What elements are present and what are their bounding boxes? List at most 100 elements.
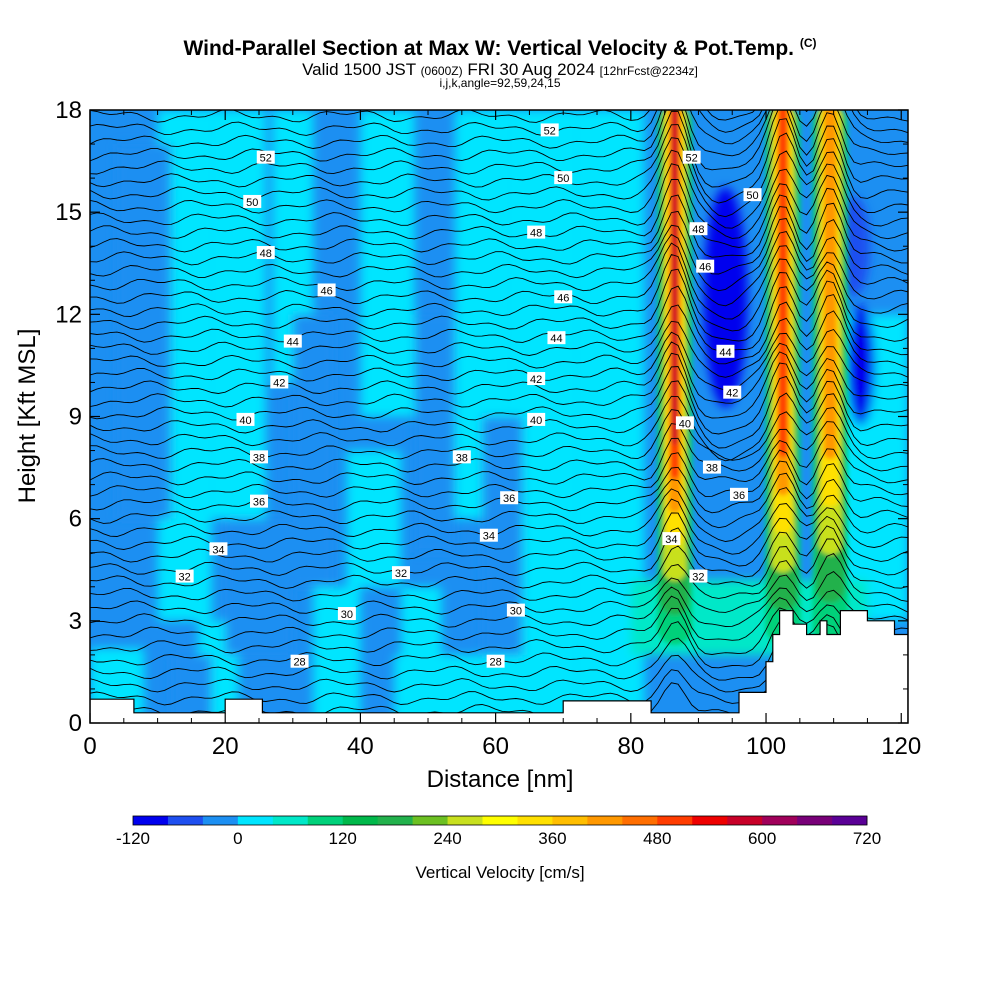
theta-label: 46: [554, 290, 573, 304]
downdraft-region: [225, 518, 293, 655]
theta-label-bg: [527, 225, 546, 239]
downdraft-region: [117, 144, 172, 519]
colorbar-swatch: [517, 816, 553, 825]
theta-label-bg: [209, 542, 228, 556]
theta-contour-line: [90, 310, 908, 378]
theta-label-text: 48: [530, 228, 542, 240]
y-tick-label: 0: [69, 710, 82, 737]
theta-label-bg: [391, 566, 410, 580]
theta-label-bg: [243, 194, 262, 208]
colorbar-swatch: [412, 816, 448, 825]
theta-contour-line: [90, 460, 908, 514]
theta-contour-line: [90, 280, 908, 352]
colorbar-swatch: [447, 816, 483, 825]
theta-label: 30: [337, 607, 356, 621]
colorbar-swatch: [727, 816, 763, 825]
theta-label: 32: [391, 566, 410, 580]
theta-contour-line: [90, 586, 908, 628]
colorbar-swatch: [133, 816, 169, 825]
y-tick-label: 15: [55, 199, 82, 226]
theta-contour-line: [90, 341, 908, 404]
weak-updraft-region: [394, 654, 496, 723]
theta-label-text: 38: [706, 463, 718, 475]
theta-contour-line: [90, 472, 908, 529]
theta-label-bg: [696, 259, 715, 273]
colorbar-swatch: [272, 816, 309, 825]
theta-label-bg: [452, 450, 471, 464]
theta-label-text: 32: [179, 572, 191, 584]
theta-contour-line: [90, 110, 908, 157]
theta-contour-line: [90, 407, 908, 461]
theta-label: 52: [540, 123, 559, 137]
theta-label-bg: [317, 283, 336, 297]
x-axis-title: Distance [nm]: [426, 766, 574, 793]
theta-label-bg: [675, 416, 694, 430]
colorbar-swatch: [342, 816, 379, 825]
theta-contour-line: [90, 448, 908, 499]
colorbar: -120 0 120 240 360 480 600 720: [116, 815, 881, 848]
theta-label: 42: [723, 385, 742, 400]
theta-label-text: 40: [239, 415, 251, 427]
theta-label: 36: [250, 494, 269, 509]
chart-subtitle: Valid 1500 JST (0600Z) FRI 30 Aug 2024 […: [302, 60, 698, 79]
colorbar-swatch: [587, 816, 623, 825]
theta-contour-line: [90, 362, 908, 435]
colorbar-tick-label: 720: [853, 829, 881, 848]
terrain-mask: [90, 610, 908, 723]
theta-contour-line: [90, 202, 908, 275]
theta-label: 48: [527, 225, 546, 240]
theta-contour-line: [90, 242, 908, 320]
theta-label: 36: [500, 491, 519, 505]
y-axis-title: Height [Kft MSL]: [14, 328, 41, 504]
theta-label-text: 42: [530, 374, 542, 386]
theta-label-text: 44: [287, 337, 299, 349]
theta-contour-line: [90, 132, 908, 218]
theta-label-bg: [527, 412, 546, 426]
y-tick-label: 12: [55, 301, 82, 328]
theta-contour-line: [90, 218, 908, 292]
theta-label: 48: [256, 246, 275, 260]
theta-label: 38: [452, 450, 471, 464]
theta-label-text: 48: [260, 248, 272, 260]
theta-contour-line: [150, 110, 756, 121]
theta-label-text: 46: [699, 262, 711, 274]
theta-label-bg: [283, 334, 302, 348]
theta-label: 28: [290, 654, 309, 669]
theta-label-bg: [689, 222, 708, 236]
theta-label-text: 38: [253, 452, 265, 464]
colorbar-tick-label: 360: [538, 829, 566, 848]
theta-label-bg: [554, 290, 573, 304]
theta-label-bg: [337, 607, 356, 621]
theta-label-text: 28: [489, 657, 501, 669]
strong-downdraft-core: [703, 187, 748, 408]
theta-contour-line: [90, 392, 908, 462]
theta-label-bg: [547, 331, 566, 345]
theta-label: 40: [236, 412, 255, 427]
downdraft-region: [414, 314, 456, 553]
theta-label: 38: [250, 450, 269, 464]
theta-contour-line: [90, 110, 908, 133]
x-tick-label: 20: [212, 733, 239, 760]
theta-label: 34: [479, 528, 498, 543]
theta-label-text: 44: [550, 333, 562, 345]
theta-label-bg: [743, 188, 762, 202]
updraft-core-level: [672, 110, 678, 445]
theta-label-text: 42: [273, 377, 285, 389]
theta-label-text: 52: [544, 125, 556, 137]
theta-label: 32: [175, 569, 194, 584]
colorbar-swatch: [762, 816, 798, 825]
theta-label-text: 30: [341, 609, 353, 621]
theta-label: 48: [689, 222, 708, 236]
theta-label: 44: [283, 334, 302, 349]
theta-label-bg: [527, 372, 546, 386]
theta-contour-line: [90, 552, 908, 602]
theta-label-bg: [290, 654, 309, 668]
theta-label-bg: [540, 123, 559, 137]
theta-label-text: 40: [679, 418, 691, 430]
colorbar-swatch: [167, 816, 204, 825]
theta-label: 42: [527, 372, 546, 386]
theta-contour-line: [90, 635, 908, 681]
theta-label: 50: [743, 188, 762, 202]
theta-label: 38: [702, 460, 721, 475]
